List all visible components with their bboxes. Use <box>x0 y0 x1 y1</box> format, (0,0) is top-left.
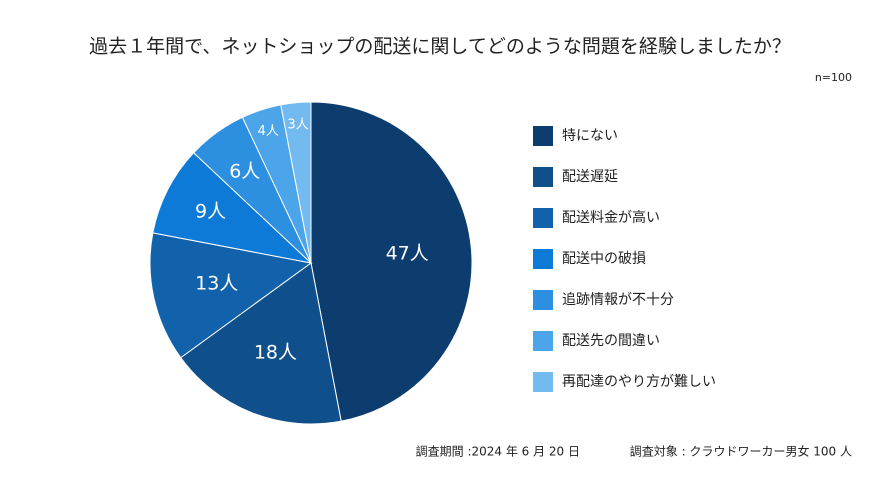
data-label: 18人 <box>254 341 297 363</box>
data-label: 6人 <box>229 160 260 182</box>
legend-label: 特にない <box>562 128 618 144</box>
data-label: 9人 <box>195 200 226 222</box>
legend-label: 再配達のやり方が難しい <box>562 374 716 390</box>
legend-swatch <box>533 208 553 228</box>
data-label: 4人 <box>258 124 279 139</box>
legend-swatch <box>533 249 553 269</box>
legend-label: 追跡情報が不十分 <box>562 292 674 308</box>
sample-size: n=100 <box>815 71 852 84</box>
data-label: 47人 <box>386 242 429 264</box>
legend-label: 配送遅延 <box>562 169 618 185</box>
legend-swatch <box>533 331 553 351</box>
footnote: 調査期間 :2024 年 6 月 20 日 <box>416 445 580 459</box>
pie-slice <box>280 101 312 264</box>
legend-label: 配送料金が高い <box>562 209 660 226</box>
data-label: 3人 <box>287 118 308 133</box>
pie-slice <box>310 101 473 422</box>
legend-swatch <box>533 167 553 187</box>
pie-slice <box>149 232 313 359</box>
legend-swatch <box>533 290 553 310</box>
footnote: 調査対象 : クラウドワーカー男女 100 人 <box>630 444 852 459</box>
pie-slice <box>152 152 313 264</box>
pie-slice <box>180 262 342 425</box>
legend-label: 配送中の破損 <box>562 251 646 267</box>
data-label: 13人 <box>195 273 238 295</box>
legend-label: 配送先の間違い <box>562 333 660 349</box>
legend-swatch <box>533 372 553 392</box>
legend-swatch <box>533 126 553 146</box>
chart-title: 過去１年間で、ネットショップの配送に関してどのような問題を経験しましたか？ <box>89 36 791 58</box>
